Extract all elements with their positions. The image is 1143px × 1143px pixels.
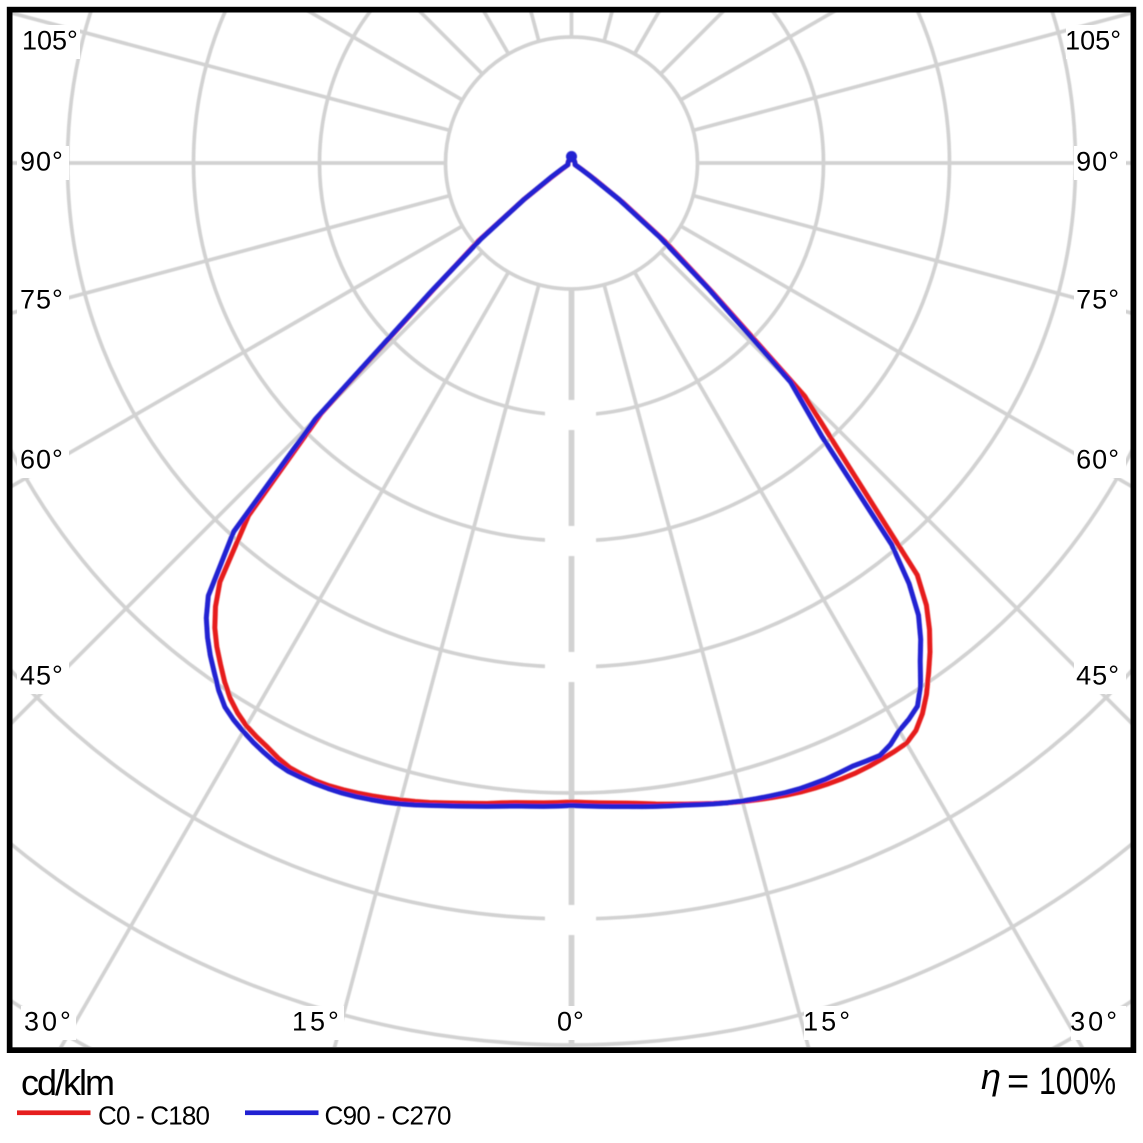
svg-text:cd/klm: cd/klm	[21, 1062, 115, 1103]
svg-text:100%: 100%	[1039, 1061, 1116, 1103]
svg-text:75°: 75°	[20, 285, 64, 315]
svg-text:45°: 45°	[20, 661, 64, 691]
svg-text:75°: 75°	[1076, 285, 1120, 315]
svg-text:C90 - C270: C90 - C270	[325, 1101, 452, 1131]
svg-text:C0 - C180: C0 - C180	[98, 1101, 210, 1131]
svg-text:30°: 30°	[24, 1007, 74, 1037]
svg-text:105°: 105°	[1065, 26, 1121, 56]
svg-text:η: η	[981, 1056, 1001, 1097]
svg-text:60°: 60°	[1076, 445, 1120, 475]
svg-text:15°: 15°	[803, 1007, 853, 1037]
svg-text:105°: 105°	[22, 26, 78, 56]
svg-text:15°: 15°	[292, 1007, 342, 1037]
svg-text:30°: 30°	[1070, 1007, 1120, 1037]
svg-text:90°: 90°	[20, 147, 64, 177]
svg-text:90°: 90°	[1076, 147, 1120, 177]
svg-text:=: =	[1007, 1061, 1029, 1103]
svg-text:0°: 0°	[557, 1007, 585, 1037]
svg-text:45°: 45°	[1076, 661, 1120, 691]
svg-text:60°: 60°	[20, 445, 64, 475]
